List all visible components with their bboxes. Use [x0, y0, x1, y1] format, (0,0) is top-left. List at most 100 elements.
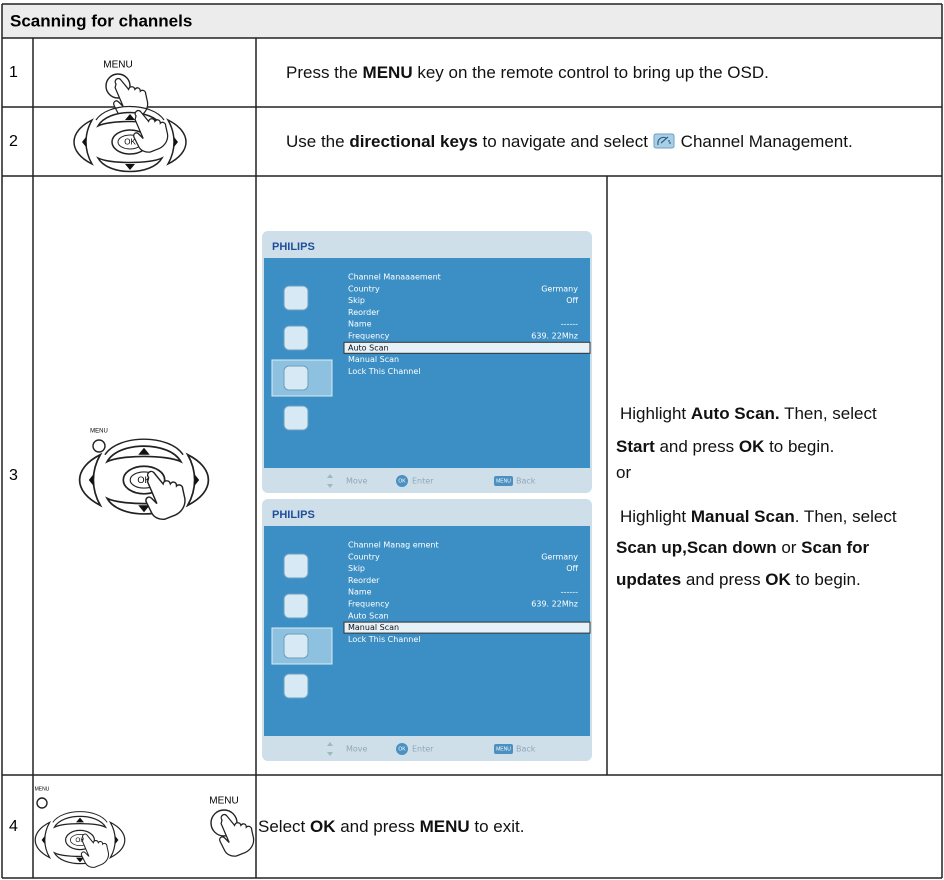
text: . Then, select — [794, 507, 897, 526]
hand-icon — [219, 813, 255, 857]
instruction-text: Start and press OK to begin. — [616, 437, 834, 457]
hand-icon — [145, 470, 186, 521]
osd-icon — [283, 325, 309, 351]
bold-text: directional keys — [349, 132, 478, 151]
osd-footer-label: Move — [346, 745, 368, 754]
text: Highlight — [620, 404, 691, 423]
osd-key-text: OK — [398, 478, 406, 484]
osd-item-label: Skip — [348, 564, 365, 573]
osd-item-label: Manual Scan — [348, 355, 399, 364]
instruction-text: Select OK and press MENU to exit. — [258, 817, 524, 837]
ok-key-label: OK — [124, 138, 136, 147]
direction-key — [52, 811, 108, 823]
direction-arrow — [115, 836, 119, 844]
osd-item-value: Germany — [541, 552, 578, 561]
menu-key — [36, 797, 48, 809]
text: or — [616, 463, 632, 482]
ok-key-label: OK — [137, 475, 151, 485]
text: and press — [681, 570, 766, 589]
instruction-text: Press the MENU key on the remote control… — [286, 63, 769, 83]
osd-move-arrows — [327, 474, 333, 488]
text: or — [776, 538, 802, 557]
hand-outline — [145, 470, 186, 521]
direction-arrow — [41, 836, 45, 844]
header-background — [2, 4, 942, 38]
osd-footer-label: Move — [346, 477, 368, 486]
text: to begin. — [764, 437, 835, 456]
bold-text: updates — [616, 570, 682, 589]
text: and press — [654, 437, 739, 456]
ok-key-label: OK — [75, 837, 85, 844]
osd-footer-label: Enter — [412, 745, 434, 754]
bold-text: MENU — [362, 63, 413, 82]
bold-text: Scan up,Scan down — [616, 538, 777, 557]
direction-arrow — [88, 474, 94, 486]
osd-item-label: Frequency — [348, 332, 390, 341]
osd-item-label: Channel Manag ement — [348, 541, 439, 550]
osd-item-label: Country — [348, 552, 380, 561]
instruction-text: Scan up,Scan down or Scan for — [616, 538, 869, 558]
hand-icon — [113, 77, 149, 121]
menu-key-label: MENU — [90, 429, 108, 435]
direction-arrow — [125, 164, 135, 170]
osd-key-badge — [494, 744, 513, 754]
osd-footer-label: Back — [516, 745, 536, 754]
instruction-text: or — [616, 463, 631, 483]
text: to begin. — [790, 570, 861, 589]
bold-text: OK — [765, 570, 791, 589]
osd-brand: PHILIPS — [272, 241, 315, 253]
direction-key — [104, 438, 184, 456]
osd-item-label: Lock This Channel — [348, 635, 421, 644]
text: to navigate and select — [477, 132, 653, 151]
hand-outline — [219, 813, 255, 857]
hand-outline — [80, 833, 110, 868]
menu-key — [92, 439, 106, 453]
direction-arrow — [82, 137, 86, 147]
menu-key-label: MENU — [209, 796, 238, 807]
direction-arrow — [174, 137, 178, 147]
menu-key-label: MENU — [35, 786, 50, 792]
bold-text: Manual Scan — [690, 507, 795, 526]
osd-item-value: 639. 22Mhz — [531, 332, 578, 341]
osd-icon — [283, 365, 309, 391]
channel-icon — [653, 133, 675, 149]
step-number: 4 — [9, 818, 18, 835]
osd-item-value: Off — [566, 564, 578, 573]
osd-item-value: ------ — [561, 320, 578, 329]
osd-item-value: 639. 22Mhz — [531, 600, 578, 609]
osd-item-label: Channel Manaaaement — [348, 273, 441, 282]
hand-icon — [133, 109, 169, 153]
osd-item-label: Auto Scan — [348, 611, 389, 620]
channel-icon-dish — [656, 136, 671, 146]
bold-text: Scan for — [801, 538, 870, 557]
osd-footer-label: Enter — [412, 477, 434, 486]
instruction-text: updates and press OK to begin. — [616, 570, 861, 590]
direction-pad: OK — [34, 811, 126, 865]
osd-item-label: Country — [348, 284, 380, 293]
instruction-text: Use the directional keys to navigate and… — [286, 132, 853, 152]
step-number: 2 — [9, 133, 18, 150]
osd-item-label: Name — [348, 320, 372, 329]
bold-text: Auto Scan. — [690, 404, 780, 423]
text: Press the — [286, 63, 363, 82]
osd-key-text: MENU — [496, 746, 511, 752]
osd-key-text: MENU — [496, 478, 511, 484]
osd-item-value: Off — [566, 296, 578, 305]
text: key on the remote control to bring up th… — [412, 63, 769, 82]
text: Then, select — [779, 404, 877, 423]
osd-item-label: Name — [348, 588, 372, 597]
hand-icon — [80, 833, 110, 868]
text: Channel Management. — [680, 132, 853, 151]
osd-key-badge — [396, 475, 408, 487]
direction-arrow — [76, 857, 84, 863]
osd-key-badge — [396, 743, 408, 755]
text: to exit. — [469, 817, 525, 836]
hand-outline — [133, 109, 169, 153]
osd-item-label: Frequency — [348, 600, 390, 609]
direction-key — [95, 105, 165, 121]
osd-item-label: Auto Scan — [348, 343, 389, 352]
osd-key-badge — [494, 476, 513, 486]
direction-arrow — [138, 505, 150, 513]
bold-text: OK — [738, 437, 765, 456]
